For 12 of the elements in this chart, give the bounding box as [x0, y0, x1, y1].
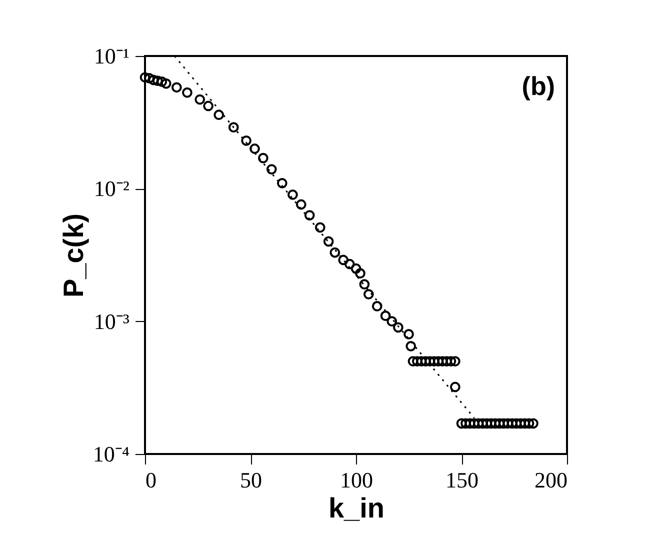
y-tick-label: 10⁻² [94, 176, 130, 202]
x-axis-title: k_in [328, 492, 385, 524]
annotation: (b) [522, 71, 555, 101]
y-tick-label: 10⁻¹ [94, 44, 130, 68]
y-axis-title: P_c(k) [58, 213, 89, 298]
x-tick-label: 50 [240, 468, 262, 492]
y-tick-label: 10⁻⁴ [92, 442, 130, 466]
x-tick-label: 0 [146, 468, 156, 492]
x-tick-label: 200 [534, 468, 568, 492]
y-tick-label: 10⁻³ [94, 308, 130, 334]
x-tick-label: 100 [340, 468, 373, 492]
x-tick-label: 150 [446, 468, 478, 492]
